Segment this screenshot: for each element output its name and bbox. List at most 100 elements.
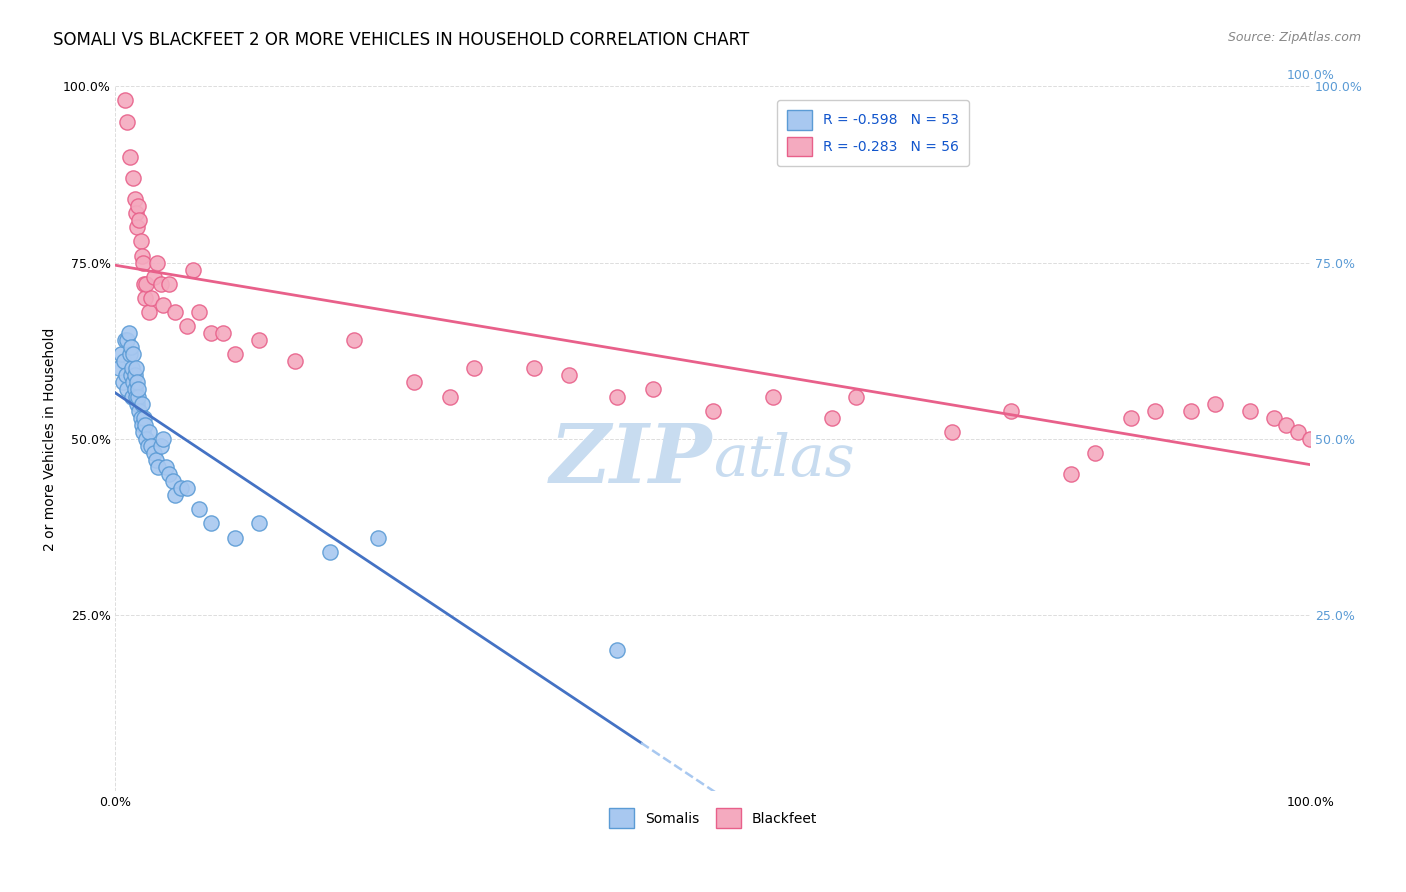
Point: [121, 361, 143, 376]
Point: [152, 432, 174, 446]
Point: [149, 277, 172, 291]
Point: [200, 516, 222, 531]
Point: [224, 531, 246, 545]
Point: [148, 460, 170, 475]
Point: [1180, 403, 1202, 417]
Point: [125, 361, 148, 376]
Point: [117, 326, 139, 340]
Point: [108, 361, 131, 376]
Point: [1119, 410, 1142, 425]
Point: [152, 298, 174, 312]
Point: [134, 291, 156, 305]
Point: [110, 347, 132, 361]
Point: [125, 220, 148, 235]
Point: [247, 333, 270, 347]
Point: [132, 410, 155, 425]
Point: [162, 474, 184, 488]
Point: [114, 333, 136, 347]
Point: [1204, 396, 1226, 410]
Point: [146, 255, 169, 269]
Y-axis label: 2 or more Vehicles in Household: 2 or more Vehicles in Household: [44, 327, 58, 550]
Text: SOMALI VS BLACKFEET 2 OR MORE VEHICLES IN HOUSEHOLD CORRELATION CHART: SOMALI VS BLACKFEET 2 OR MORE VEHICLES I…: [53, 31, 749, 49]
Point: [129, 410, 152, 425]
Point: [125, 390, 148, 404]
Point: [138, 425, 160, 439]
Point: [1084, 446, 1107, 460]
Point: [121, 390, 143, 404]
Point: [118, 150, 141, 164]
Point: [761, 390, 783, 404]
Point: [129, 235, 152, 249]
Point: [141, 291, 163, 305]
Point: [176, 481, 198, 495]
Point: [149, 439, 172, 453]
Point: [131, 396, 153, 410]
Point: [170, 481, 193, 495]
Point: [128, 213, 150, 227]
Point: [200, 326, 222, 340]
Point: [522, 361, 544, 376]
Point: [367, 531, 389, 545]
Point: [135, 432, 157, 446]
Point: [141, 439, 163, 453]
Point: [117, 383, 139, 397]
Point: [1299, 432, 1322, 446]
Point: [142, 446, 165, 460]
Point: [118, 347, 141, 361]
Point: [132, 255, 155, 269]
Point: [132, 277, 155, 291]
Point: [122, 171, 145, 186]
Point: [224, 347, 246, 361]
Point: [131, 248, 153, 262]
Point: [120, 368, 142, 383]
Point: [136, 439, 159, 453]
Point: [606, 643, 628, 657]
Point: [127, 199, 149, 213]
Point: [111, 376, 134, 390]
Point: [845, 390, 868, 404]
Point: [1000, 403, 1022, 417]
Point: [165, 488, 187, 502]
Point: [134, 417, 156, 432]
Point: [284, 354, 307, 368]
Point: [145, 453, 167, 467]
Point: [1060, 467, 1083, 481]
Point: [1275, 417, 1298, 432]
Point: [1239, 403, 1261, 417]
Point: [212, 326, 235, 340]
Point: [188, 502, 211, 516]
Point: [155, 460, 177, 475]
Point: [157, 277, 180, 291]
Point: [247, 516, 270, 531]
Point: [176, 319, 198, 334]
Point: [127, 383, 149, 397]
Point: [132, 425, 155, 439]
Point: [122, 376, 145, 390]
Point: [181, 262, 204, 277]
Point: [157, 467, 180, 481]
Point: [319, 544, 342, 558]
Point: [117, 333, 139, 347]
Point: [558, 368, 581, 383]
Point: [112, 354, 135, 368]
Point: [463, 361, 485, 376]
Point: [124, 383, 146, 397]
Point: [128, 403, 150, 417]
Point: [124, 192, 146, 206]
Point: [125, 206, 148, 220]
Point: [702, 403, 724, 417]
Point: [115, 368, 138, 383]
Point: [114, 94, 136, 108]
Point: [142, 269, 165, 284]
Point: [821, 410, 844, 425]
Point: [127, 390, 149, 404]
Point: [439, 390, 461, 404]
Point: [138, 305, 160, 319]
Point: [343, 333, 366, 347]
Point: [125, 396, 148, 410]
Point: [120, 340, 142, 354]
Point: [165, 305, 187, 319]
Text: Source: ZipAtlas.com: Source: ZipAtlas.com: [1227, 31, 1361, 45]
Point: [131, 417, 153, 432]
Point: [1143, 403, 1166, 417]
